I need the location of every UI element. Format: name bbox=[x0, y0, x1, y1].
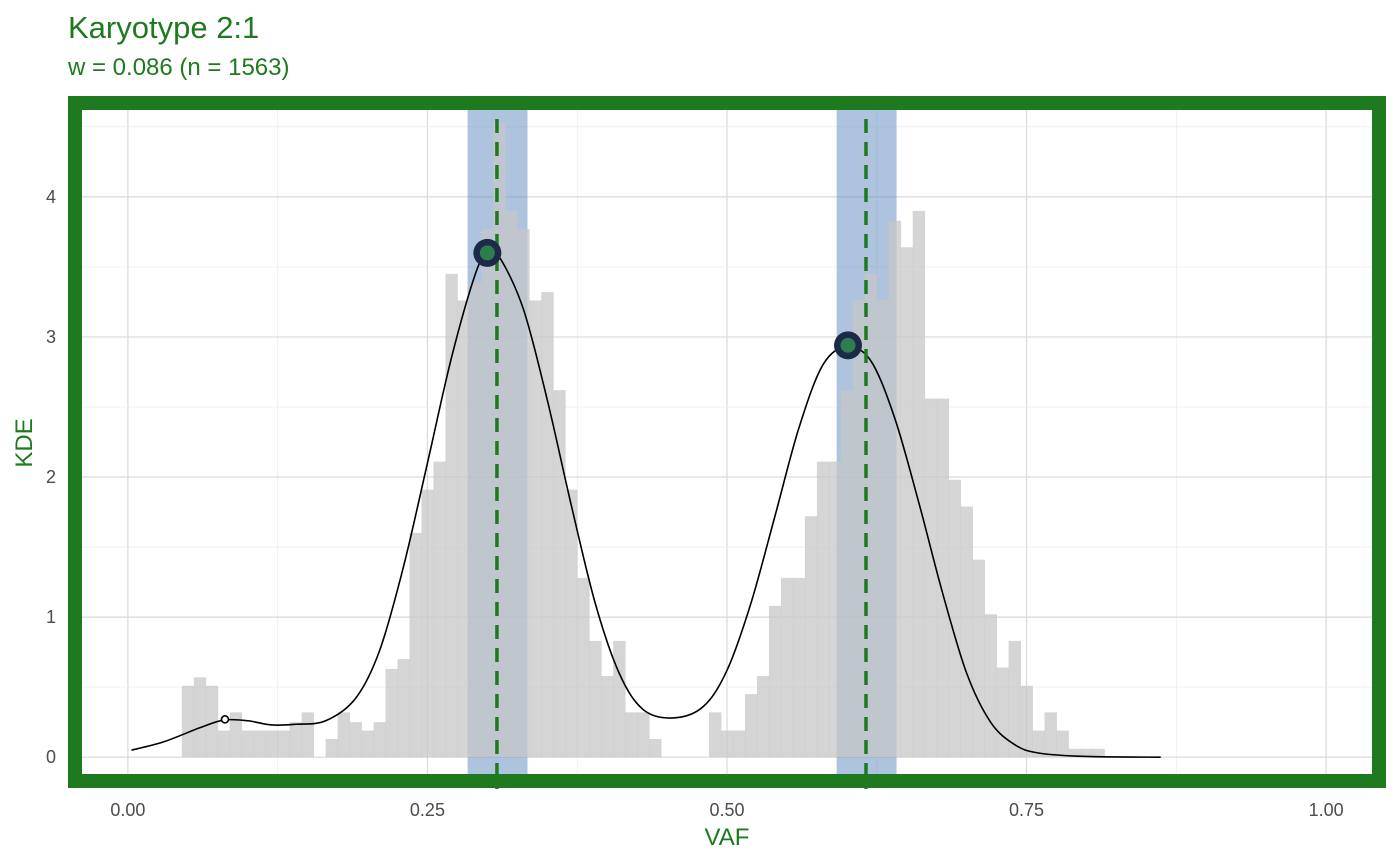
y-axis-label: KDE bbox=[11, 418, 38, 467]
histogram-bar bbox=[181, 685, 195, 758]
histogram-bar bbox=[337, 712, 350, 758]
histogram-bar bbox=[577, 577, 590, 758]
histogram-bar bbox=[349, 722, 362, 758]
histogram-bar bbox=[984, 614, 997, 758]
histogram-bar bbox=[972, 559, 986, 758]
y-tick-label: 2 bbox=[46, 467, 56, 487]
y-tick-label: 4 bbox=[46, 187, 56, 207]
histogram-bar bbox=[565, 489, 578, 758]
histogram-bar bbox=[864, 273, 878, 758]
histogram-bar bbox=[792, 577, 806, 758]
histogram-bar bbox=[876, 300, 890, 758]
histogram-bar bbox=[780, 577, 794, 758]
x-tick-label: 0.00 bbox=[110, 800, 145, 820]
histogram-bar bbox=[445, 273, 458, 758]
histogram-bar bbox=[936, 398, 950, 758]
histogram-bar bbox=[1068, 748, 1081, 758]
histogram-bar bbox=[469, 282, 482, 758]
histogram-bar bbox=[505, 210, 518, 758]
frame-border bbox=[68, 96, 1386, 788]
histogram-bar bbox=[709, 712, 722, 758]
histogram-bar bbox=[361, 730, 374, 758]
peak-marker bbox=[479, 245, 495, 261]
x-tick-label: 0.75 bbox=[1009, 800, 1044, 820]
x-axis-label: VAF bbox=[705, 824, 750, 851]
histogram-bar bbox=[828, 461, 842, 758]
histogram-bar bbox=[744, 694, 758, 758]
x-tick-label: 0.25 bbox=[410, 800, 445, 820]
histogram-bar bbox=[900, 247, 914, 758]
histogram-bar bbox=[721, 730, 734, 758]
histogram-bar bbox=[924, 398, 938, 758]
histogram-bar bbox=[517, 229, 530, 758]
chart-subtitle: w = 0.086 (n = 1563) bbox=[67, 54, 289, 81]
histogram-bar bbox=[289, 722, 303, 758]
histogram-bar bbox=[589, 640, 602, 758]
histogram-bar bbox=[385, 668, 398, 758]
histogram bbox=[181, 122, 1105, 758]
histogram-bar bbox=[529, 300, 542, 758]
histogram-bar bbox=[217, 730, 231, 758]
histogram-bar bbox=[1044, 712, 1057, 758]
histogram-bar bbox=[277, 730, 291, 758]
histogram-bar bbox=[1080, 748, 1093, 758]
histogram-bar bbox=[1032, 730, 1045, 758]
histogram-bar bbox=[481, 229, 494, 758]
histogram-bar bbox=[541, 292, 554, 758]
histogram-bar bbox=[457, 300, 470, 758]
x-tick-label: 0.50 bbox=[709, 800, 744, 820]
kde-line bbox=[131, 249, 1161, 758]
histogram-bar bbox=[301, 712, 315, 758]
histogram-bar bbox=[373, 722, 386, 758]
histogram-bar bbox=[409, 533, 422, 758]
y-axis-ticks: 0 1 2 3 4 bbox=[46, 187, 56, 767]
histogram-bar bbox=[768, 605, 782, 758]
histogram-bar bbox=[205, 685, 219, 758]
histogram-bar bbox=[397, 659, 410, 758]
histogram-bar bbox=[1056, 730, 1069, 758]
peak-marker bbox=[840, 337, 856, 353]
histogram-bar bbox=[888, 220, 902, 758]
histogram-bar bbox=[433, 461, 446, 758]
histogram-bar bbox=[1008, 640, 1021, 758]
y-tick-label: 3 bbox=[46, 327, 56, 347]
histogram-bar bbox=[325, 738, 338, 758]
histogram-bar bbox=[1020, 685, 1033, 758]
histogram-bar bbox=[637, 712, 650, 758]
kde-curve bbox=[131, 249, 1161, 758]
histogram-bar bbox=[265, 730, 279, 758]
gridlines bbox=[68, 96, 1386, 788]
plot-frame bbox=[68, 96, 1386, 788]
histogram-bar bbox=[804, 516, 818, 758]
chart-title: Karyotype 2:1 bbox=[68, 10, 259, 45]
histogram-bar bbox=[1092, 748, 1105, 758]
y-tick-label: 1 bbox=[46, 607, 56, 627]
histogram-bar bbox=[852, 300, 866, 758]
histogram-bar bbox=[601, 675, 614, 758]
x-axis-ticks: 0.00 0.25 0.50 0.75 1.00 bbox=[110, 800, 1343, 820]
histogram-bar bbox=[912, 210, 926, 758]
histogram-bar bbox=[996, 667, 1009, 758]
histogram-bar bbox=[649, 738, 662, 758]
peak-markers bbox=[220, 238, 863, 724]
y-tick-label: 0 bbox=[46, 747, 56, 767]
histogram-bar bbox=[756, 675, 770, 758]
histogram-bar bbox=[625, 712, 638, 758]
histogram-bar bbox=[948, 479, 962, 758]
histogram-bar bbox=[229, 712, 243, 758]
x-tick-label: 1.00 bbox=[1309, 800, 1344, 820]
histogram-bar bbox=[613, 640, 626, 758]
peak-marker-small bbox=[220, 715, 230, 724]
histogram-bar bbox=[553, 390, 566, 758]
histogram-bar bbox=[840, 390, 854, 758]
histogram-bar bbox=[421, 489, 434, 758]
histogram-bar bbox=[960, 506, 974, 758]
histogram-bar bbox=[253, 730, 267, 758]
histogram-bar bbox=[732, 730, 746, 758]
expected-peak-lines bbox=[495, 96, 868, 789]
histogram-bar bbox=[816, 461, 830, 758]
histogram-bar bbox=[193, 677, 207, 758]
histogram-bar bbox=[241, 730, 255, 758]
